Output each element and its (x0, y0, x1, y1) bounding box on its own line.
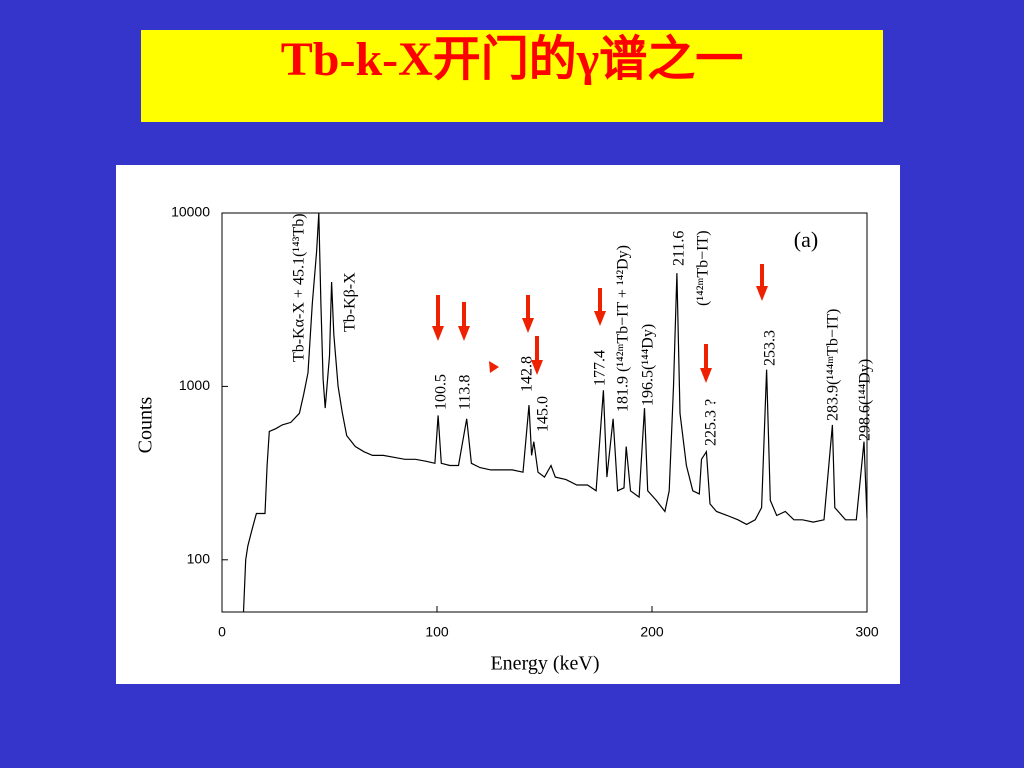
x-tick-label: 100 (425, 624, 449, 640)
y-tick-label: 1000 (179, 377, 210, 393)
title-box (141, 30, 883, 122)
peak-annotation: 181.9 (¹⁴²ᵐTb−IT + ¹⁴²Dy) (615, 245, 632, 412)
x-tick-label: 0 (218, 624, 226, 640)
peak-annotation: 177.4 (592, 350, 609, 386)
x-tick-label: 300 (855, 624, 879, 640)
plot-frame (221, 212, 868, 613)
peak-annotation: 253.3 (762, 330, 779, 366)
arrows (432, 264, 768, 383)
slide-title: Tb-k-X开门的γ谱之一 (281, 33, 744, 86)
peak-annotation: 298.6(¹⁴⁴Dy) (857, 359, 874, 441)
peak-annotation: 196.5(¹⁴⁴Dy) (640, 324, 657, 406)
peak-annotation: Tb-Kα-X + 45.1(¹⁴³Tb) (291, 213, 308, 362)
panel-label: (a) (794, 227, 818, 252)
y-tick-label: 100 (187, 551, 211, 567)
spectrum-line (242, 212, 868, 613)
peak-annotation: 283.9(¹⁴⁴ᵐTb−IT) (825, 309, 842, 421)
x-axis-label: Energy (keV) (490, 653, 599, 675)
peak-annotation: 225.3 ? (703, 399, 720, 446)
peak-annotation: 211.6 (671, 231, 688, 266)
chart-panel (116, 165, 900, 684)
x-tick-label: 200 (640, 624, 664, 640)
plot: 0 100 200 300 100 1000 10000 Tb-Kα-X + 45.1(¹⁴³… (171, 204, 879, 640)
peak-annotation: 100.5 (433, 374, 450, 410)
peak-annotation: 113.8 (457, 375, 474, 410)
peak-annotation: 142.8 (519, 356, 536, 392)
y-tick-label: 10000 (171, 204, 210, 220)
y-axis-label: Counts (135, 396, 157, 453)
peak-annotation: (¹⁴²ᵐTb−IT) (695, 230, 712, 306)
peak-annotation: Tb-Kβ-X (342, 272, 359, 332)
peak-annotation: 145.0 (535, 396, 552, 432)
